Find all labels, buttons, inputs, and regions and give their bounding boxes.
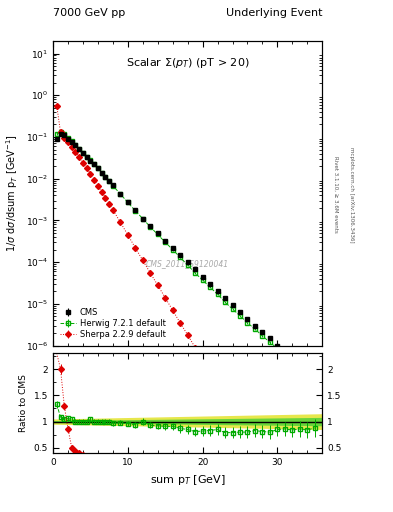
Text: Underlying Event: Underlying Event bbox=[226, 8, 322, 18]
Legend: CMS, Herwig 7.2.1 default, Sherpa 2.2.9 default: CMS, Herwig 7.2.1 default, Sherpa 2.2.9 … bbox=[57, 305, 168, 342]
Text: mcplots.cern.ch [arXiv:1306.3436]: mcplots.cern.ch [arXiv:1306.3436] bbox=[349, 147, 354, 242]
Y-axis label: 1/$\sigma$ d$\sigma$/dsum p$_{T}$ [GeV$^{-1}$]: 1/$\sigma$ d$\sigma$/dsum p$_{T}$ [GeV$^… bbox=[4, 134, 20, 252]
Text: Scalar $\Sigma(p_T)$ (pT > 20): Scalar $\Sigma(p_T)$ (pT > 20) bbox=[126, 56, 250, 70]
Text: CMS_2011_S9120041: CMS_2011_S9120041 bbox=[146, 259, 229, 268]
Text: 7000 GeV pp: 7000 GeV pp bbox=[53, 8, 125, 18]
Y-axis label: Ratio to CMS: Ratio to CMS bbox=[19, 374, 28, 432]
X-axis label: sum p$_T$ [GeV]: sum p$_T$ [GeV] bbox=[150, 473, 226, 486]
Text: Rivet 3.1.10, ≥ 3.6M events: Rivet 3.1.10, ≥ 3.6M events bbox=[334, 156, 338, 233]
